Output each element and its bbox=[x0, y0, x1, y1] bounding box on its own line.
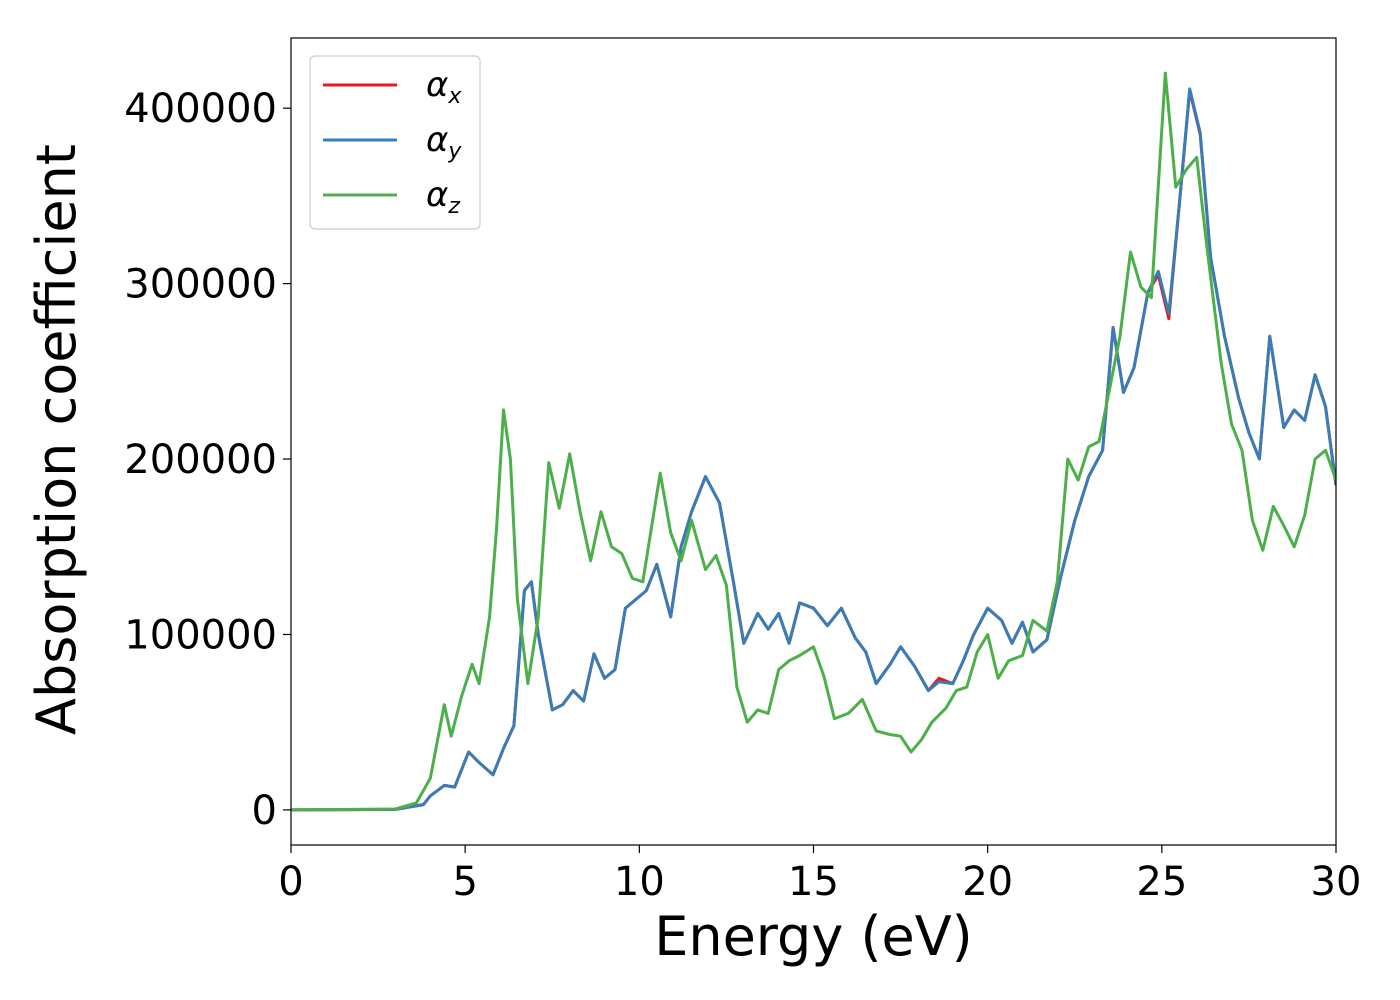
series-layer bbox=[291, 71, 1336, 812]
series-line-alpha-z bbox=[291, 71, 1336, 812]
y-tick-label: 200000 bbox=[124, 437, 277, 483]
x-tick-label: 0 bbox=[278, 859, 303, 905]
x-tick-label: 10 bbox=[614, 859, 665, 905]
legend-label: αx bbox=[426, 65, 462, 109]
y-axis-label: Absorption coefficient bbox=[25, 144, 88, 735]
series-line-alpha-y bbox=[291, 87, 1336, 812]
legend-label: αz bbox=[426, 175, 460, 219]
x-tick-label: 5 bbox=[452, 859, 477, 905]
y-tick-label: 300000 bbox=[124, 262, 277, 308]
x-tick-label: 30 bbox=[1311, 859, 1362, 905]
x-tick-label: 20 bbox=[962, 859, 1013, 905]
x-tick-label: 15 bbox=[788, 859, 839, 905]
y-tick-label: 100000 bbox=[124, 612, 277, 658]
x-axis-label: Energy (eV) bbox=[654, 905, 973, 968]
y-tick-label: 400000 bbox=[124, 86, 277, 132]
legend-box bbox=[309, 55, 481, 230]
legend-label: αy bbox=[426, 120, 462, 164]
x-tick-label: 25 bbox=[1136, 859, 1187, 905]
y-tick-label: 0 bbox=[252, 788, 277, 834]
ticks-layer: 0 5 10 15 20 25 30 0 100000 200000 300000 400000 bbox=[124, 86, 1361, 905]
legend: αx αy αz bbox=[309, 55, 481, 230]
